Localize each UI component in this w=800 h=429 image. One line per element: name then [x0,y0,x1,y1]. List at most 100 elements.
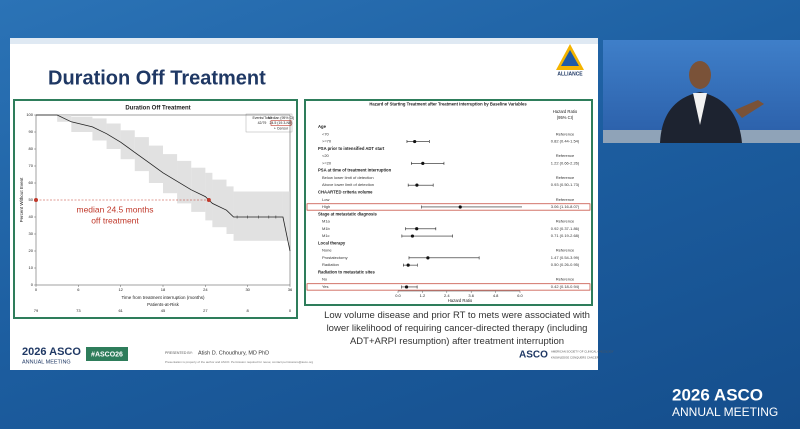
x-tick-label: 30 [245,287,250,292]
org-sub: KNOWLEDGE CONQUERS CANCER [551,356,599,360]
km-curve [36,114,291,252]
ci-band [120,130,135,160]
group-label: CHAARTED criteria volume [318,190,373,195]
forest-col-header: Hazard Ratio [553,109,578,114]
y-tick-label: 50 [29,197,34,202]
row-label: Yes [322,284,329,289]
ci-band [205,172,213,221]
watermark: 2026 ASCO [672,385,763,404]
at-risk-value: 27 [203,308,208,313]
ci-band [191,167,206,212]
row-label: >=70 [322,139,332,144]
highlight-box [270,120,292,126]
row-label: None [322,248,332,253]
y-axis-label: Percent Without Event [19,177,24,223]
ci-band [134,137,149,172]
group-label: Age [318,124,327,129]
ci-band [106,123,121,149]
ci-band [177,160,192,204]
legend-events: 42/79 [258,121,267,125]
ci-band [282,191,290,241]
row-label: >=20 [322,160,332,165]
x-tick-label: 24 [203,287,208,292]
legend-censor: + Censor [274,126,289,130]
highlight-box [306,203,591,211]
annotation: median 24.5 months [76,204,153,214]
row-label: <20 [322,153,330,158]
row-value: 0.42 (0.18-0.94) [551,284,580,289]
x-axis-label: Time from treatment interruption (months… [121,295,205,300]
hashtag-box [86,347,128,361]
y-tick-label: 40 [29,214,34,219]
row-value: 0.50 (0.26-0.95) [551,262,580,267]
forest-title: Hazard of Starting Treatment after Treat… [369,102,527,107]
row-value: 3.06 (1.16-8.07) [551,204,580,209]
legend-median: 24.5 (19.3-NE) [270,121,293,125]
y-tick-label: 90 [29,129,34,134]
group-label: Stage at metastatic diagnosis [318,211,378,216]
row-value: 0.93 (0.50-1.73) [551,182,580,187]
forest-plot [401,139,522,289]
group-label: Local therapy [318,240,346,245]
at-risk-value: 61 [118,308,123,313]
slide-title: Duration Off Treatment [48,67,266,89]
group-label: PSA prior to intensified ADT start [318,146,385,151]
row-value: Reference [556,248,575,253]
x-tick-label: 1.2 [420,293,426,298]
row-value: Reference [556,153,575,158]
y-tick-label: 80 [29,146,34,151]
logo-mark [561,50,579,66]
ci-band [148,145,163,183]
forest-panel [304,99,593,306]
x-tick-label: 3.6 [468,293,474,298]
org-sub: AMERICAN SOCIETY OF CLINICAL ONCOLOGY [551,350,614,354]
watermark: ANNUAL MEETING [672,405,778,419]
row-label: High [322,204,330,209]
x-tick-label: 0 [35,287,38,292]
x-tick-label: 4.8 [493,293,499,298]
at-risk-label: Patients-at-Risk [147,302,180,307]
annotation: off treatment [91,215,139,225]
at-risk-value: 8 [247,308,250,313]
slide-band [10,38,598,44]
y-tick-label: 60 [29,180,34,185]
speaker-head [689,61,711,89]
presented-by: PRESENTED BY: [165,351,193,355]
legend-header: Events/Total [252,116,271,120]
km-legend [245,113,293,133]
km-title: Duration Off Treatment [125,106,190,112]
caption: Low volume disease and prior RT to mets … [324,310,590,347]
at-risk-value: 79 [34,308,39,313]
at-risk-value: 0 [289,308,292,313]
x-tick-label: 2.4 [444,293,450,298]
row-label: Prostatectomy [322,255,348,260]
x-tick-label: 36 [288,287,293,292]
y-tick-label: 100 [26,112,33,117]
row-label: Low [322,197,329,202]
speaker-shirt [693,93,707,125]
x-tick-label: 18 [161,287,166,292]
row-value: Reference [556,131,575,136]
row-label: Radiation [322,262,339,267]
row-label: Below lower limit of detection [322,175,374,180]
x-tick-label: 6.0 [517,293,523,298]
group-label: Radiation to metastatic sites [318,270,375,275]
hr-point [426,256,430,260]
median-point [34,198,38,202]
km-panel [13,99,298,319]
row-value: 0.92 (0.37-1.86) [551,226,580,231]
row-value: 0.71 (0.19-2.68) [551,233,580,238]
footer-meeting: ANNUAL MEETING [22,359,71,365]
row-value: 0.82 (0.44-1.54) [551,139,580,144]
at-risk-value: 73 [76,308,81,313]
hr-point [413,139,417,144]
forest-x-label: Hazard Ratio [448,298,473,303]
row-value: Reference [556,219,575,224]
ci-band [163,154,178,194]
y-tick-label: 30 [29,231,34,236]
speaker-hand [735,100,764,118]
presenter: Atish D. Choudhury, MD PhD [198,350,269,356]
ci-band [92,118,107,141]
